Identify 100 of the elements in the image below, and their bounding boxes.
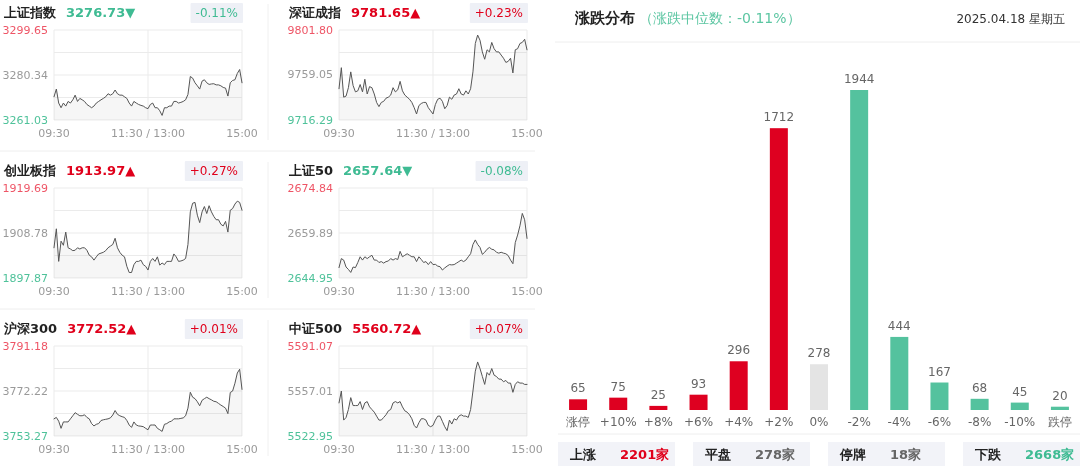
x-tick-label: 11:30 / 13:00 [110,443,186,456]
x-tick-label: 09:30 [38,285,70,298]
chart-title: 沪深300 [3,321,58,336]
text: 停牌 [839,447,866,462]
text: 18家 [890,447,922,462]
x-tick-label: 15:00 [511,127,543,140]
y-tick-label: 2644.95 [287,271,333,285]
bar [1050,406,1069,410]
text: -0.11% [195,6,238,20]
data-label: 444 [887,318,911,333]
text: +0.01% [189,322,238,336]
x-tick-label: 11:30 / 13:00 [395,443,471,456]
x-tick-label: 15:00 [226,127,258,140]
text: +0.23% [474,6,523,20]
bar [649,405,668,410]
y-tick-label: 1897.87 [2,271,48,285]
x-tick-label: 09:30 [323,127,355,140]
data-label: 65 [570,381,586,396]
data-label: 25 [650,387,667,402]
y-tick-label: 9716.29 [287,113,333,127]
x-tick-label: -8% [967,415,992,429]
y-tick-label: 1908.78 [2,226,48,240]
y-tick-label: 9759.05 [287,68,333,82]
x-tick-label: -2% [847,415,871,429]
data-label: 1712 [763,110,795,125]
y-tick-label: 2659.89 [287,226,333,240]
x-tick-label: 09:30 [323,285,355,298]
text: +0.07% [474,322,523,336]
x-tick-label: 11:30 / 13:00 [395,285,471,298]
x-tick-label: 涨停 [566,415,591,429]
x-tick-label: -6% [927,415,952,429]
x-tick-label: -4% [887,415,911,429]
text: -0.08% [480,164,523,178]
x-tick-label: 11:30 / 13:00 [110,127,186,140]
x-tick-label: 11:30 / 13:00 [395,127,471,140]
text: +0.27% [189,164,238,178]
y-tick-label: 5591.07 [287,339,333,353]
x-tick-label: -10% [1004,415,1036,429]
x-tick-label: 09:30 [38,443,70,456]
text: 下跌 [974,447,1002,462]
data-label: 75 [610,379,626,394]
x-tick-label: 15:00 [511,285,543,298]
chart-title: 上证50 [288,163,334,178]
x-tick-label: 15:00 [226,285,258,298]
bar [1010,402,1029,410]
data-label: 68 [971,380,988,395]
bar [769,128,788,410]
data-label: 1944 [843,72,875,86]
text: 2668家 [1025,447,1075,462]
y-tick-label: 3791.18 [2,339,48,353]
bar [609,397,628,410]
chart-subtitle: 3772.52▲ [67,321,137,336]
chart-title: 中证500 [289,321,343,336]
bar [850,90,869,410]
x-tick-label: 15:00 [511,443,543,456]
text: 平盘 [704,447,731,462]
chart-subtitle: 9781.65▲ [351,5,421,20]
x-tick-label: 15:00 [226,443,258,456]
text: 2201家 [620,447,670,462]
x-tick-label: 09:30 [323,443,355,456]
y-tick-label: 1919.69 [2,181,48,195]
chart-subtitle: （涨跌中位数：-0.11%） [639,10,801,26]
chart-subtitle: 5560.72▲ [352,321,422,336]
x-tick-label: +6% [683,415,714,429]
y-tick-label: 3280.34 [2,68,48,82]
text: 278家 [755,447,796,462]
data-label: 20 [1052,388,1068,403]
bar [689,394,708,410]
text: 上涨 [569,447,597,462]
data-label: 296 [727,343,751,358]
data-label: 45 [1012,384,1028,399]
x-tick-label: 跌停 [1047,415,1072,429]
y-tick-label: 5557.01 [287,384,333,398]
bar [930,382,949,410]
x-tick-label: 11:30 / 13:00 [110,285,186,298]
y-tick-label: 3261.03 [2,113,48,127]
chart-subtitle: 2657.64▼ [343,163,413,178]
x-tick-label: 09:30 [38,127,70,140]
chart-title: 深证成指 [288,5,341,20]
bar [569,399,588,410]
data-label: 278 [807,346,831,361]
bar [970,398,989,410]
y-tick-label: 9801.80 [287,23,333,37]
bar [729,361,748,410]
bar [810,364,828,410]
y-tick-label: 3772.22 [2,384,48,398]
bar [890,336,909,410]
chart-title: 涨跌分布 [574,9,635,27]
x-tick-label: +2% [764,415,794,429]
y-tick-label: 3753.27 [2,429,48,443]
data-label: 167 [928,364,951,379]
text: 2025.04.18 星期五 [956,12,1065,26]
x-tick-label: +8% [643,415,673,429]
x-tick-label: 0% [809,415,829,429]
x-tick-label: +4% [724,415,754,429]
chart-subtitle: 1913.97▲ [66,163,136,178]
y-tick-label: 3299.65 [2,23,48,37]
chart-title: 创业板指 [3,163,56,178]
chart-title: 上证指数 [3,5,57,20]
chart-subtitle: 3276.73▼ [66,5,136,20]
